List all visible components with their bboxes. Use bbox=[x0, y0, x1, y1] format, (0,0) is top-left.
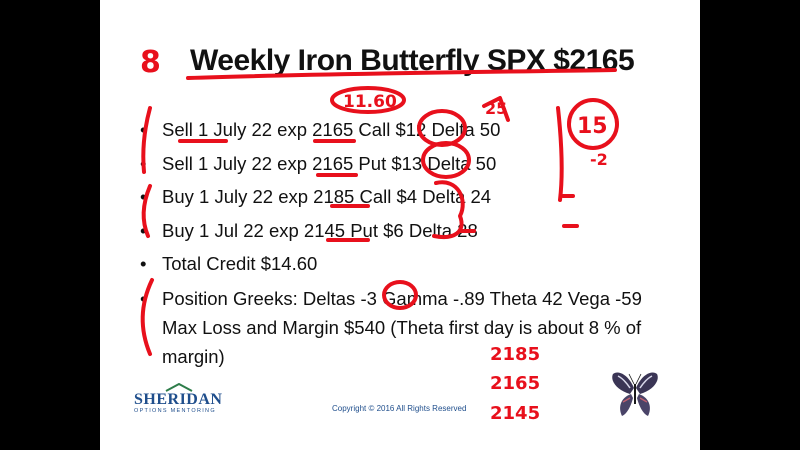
copyright-notice: Copyright © 2016 All Rights Reserved bbox=[332, 404, 467, 413]
bullet-buy-call: Buy 1 July 22 exp 2185 Call $4 Delta 24 bbox=[140, 180, 680, 214]
slide-title: Weekly Iron Butterfly SPX $2165 bbox=[190, 44, 635, 77]
bullet-list: Sell 1 July 22 exp 2165 Call $12 Delta 5… bbox=[140, 113, 680, 371]
slide-number-annotation: 8 bbox=[140, 45, 161, 80]
sheridan-logo: SHERIDAN OPTIONS MENTORING bbox=[134, 383, 223, 414]
strike-2145-annotation: 2145 bbox=[490, 403, 540, 424]
logo-subtitle: OPTIONS MENTORING bbox=[134, 408, 216, 414]
bullet-position-greeks: Position Greeks: Deltas -3 Gamma -.89 Th… bbox=[140, 284, 680, 371]
logo-roof-icon bbox=[165, 383, 193, 392]
bullet-sell-call: Sell 1 July 22 exp 2165 Call $12 Delta 5… bbox=[140, 113, 680, 147]
credit-oval bbox=[330, 86, 406, 114]
credit-note-annotation: 11.60 bbox=[343, 92, 397, 112]
slide: Weekly Iron Butterfly SPX $2165 Sell 1 J… bbox=[100, 0, 700, 450]
strike-2165-annotation: 2165 bbox=[490, 373, 540, 394]
butterfly-icon bbox=[612, 372, 658, 416]
logo-name: SHERIDAN bbox=[134, 391, 223, 408]
bullet-sell-put: Sell 1 July 22 exp 2165 Put $13 Delta 50 bbox=[140, 147, 680, 181]
bullet-buy-put: Buy 1 Jul 22 exp 2145 Put $6 Delta 28 bbox=[140, 214, 680, 248]
bullet-total-credit: Total Credit $14.60 bbox=[140, 247, 680, 281]
